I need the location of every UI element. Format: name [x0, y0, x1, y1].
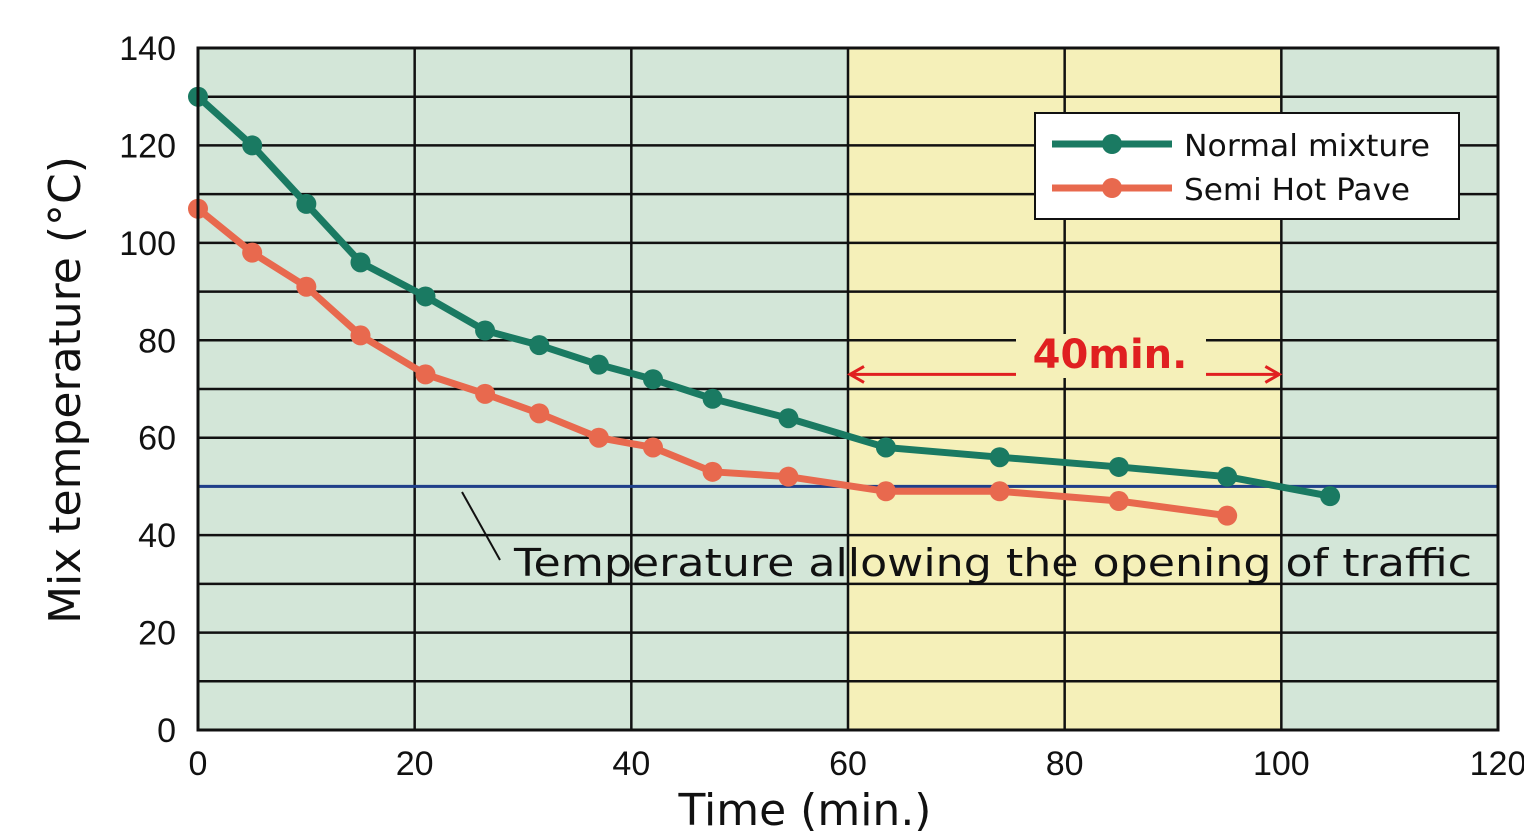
data-point: [588, 427, 609, 448]
data-point: [529, 403, 550, 424]
data-point: [1217, 505, 1238, 526]
plot-border: [196, 46, 1500, 732]
legend-marker-semi-hot-pave: [1102, 178, 1122, 198]
span-label: 40min.: [1033, 332, 1188, 378]
legend-label-normal-mixture: Normal mixture: [1184, 129, 1430, 164]
span-arrow-head-left: [846, 365, 865, 384]
x-axis-title: Time (min.): [678, 785, 932, 833]
reference-leader-line: [461, 491, 501, 561]
data-point: [875, 437, 896, 458]
tick-labels: 0 20 40 60 80 100 120 0 20 40 60 80 100 120 140: [119, 30, 1524, 783]
y-tick-label: 80: [138, 322, 176, 360]
x-tick-label: 20: [396, 745, 434, 783]
data-point: [702, 461, 723, 482]
data-point: [1108, 491, 1129, 512]
data-point: [989, 447, 1010, 468]
span-label-bg: [1016, 334, 1206, 378]
reference-line-label: Temperature allowing the opening of traf…: [513, 541, 1472, 585]
y-tick-label: 100: [119, 225, 176, 263]
data-point: [242, 242, 263, 263]
series-line: [194, 93, 1334, 500]
span-arrow-head-right: [1264, 365, 1283, 384]
data-point: [1108, 456, 1129, 477]
y-axis-title: Mix temperature (°C): [40, 156, 91, 624]
legend-label-semi-hot-pave: Semi Hot Pave: [1184, 173, 1410, 208]
legend: Normal mixture Semi Hot Pave: [1034, 112, 1460, 220]
x-tick-label: 40: [612, 745, 650, 783]
data-point: [415, 364, 436, 385]
data-point: [1320, 486, 1341, 507]
x-tick-label: 60: [829, 745, 867, 783]
data-point: [350, 252, 371, 273]
y-tick-label: 20: [138, 615, 176, 653]
y-tick-label: 120: [119, 127, 176, 165]
data-point: [296, 276, 317, 297]
data-point: [415, 286, 436, 307]
x-tick-label: 80: [1046, 745, 1084, 783]
series-normal-mixture: [188, 86, 1341, 507]
data-point: [475, 383, 496, 404]
data-point: [242, 135, 263, 156]
data-point: [875, 481, 896, 502]
data-point: [702, 388, 723, 409]
x-tick-label: 120: [1470, 745, 1524, 783]
series-layer: [188, 86, 1341, 526]
legend-marker-normal-mixture: [1102, 134, 1122, 154]
data-point: [529, 335, 550, 356]
x-tick-label: 100: [1253, 745, 1310, 783]
data-point: [778, 408, 799, 429]
y-tick-label: 60: [138, 420, 176, 458]
x-tick-label: 0: [189, 745, 208, 783]
data-point: [588, 354, 609, 375]
series-semi-hot-pave: [188, 198, 1238, 526]
legend-box: [1034, 112, 1460, 220]
y-tick-label: 0: [157, 712, 176, 750]
data-point: [475, 320, 496, 341]
data-point: [1217, 466, 1238, 487]
data-point: [643, 369, 663, 390]
plot-frame: [196, 46, 1500, 732]
data-point: [296, 193, 317, 214]
y-tick-label: 40: [138, 517, 176, 555]
data-point: [350, 325, 371, 346]
data-point: [989, 481, 1010, 502]
data-point: [643, 437, 663, 458]
y-tick-label: 140: [119, 30, 176, 68]
data-point: [778, 466, 799, 487]
annotation-layer: Temperature allowing the opening of traf…: [461, 332, 1472, 585]
